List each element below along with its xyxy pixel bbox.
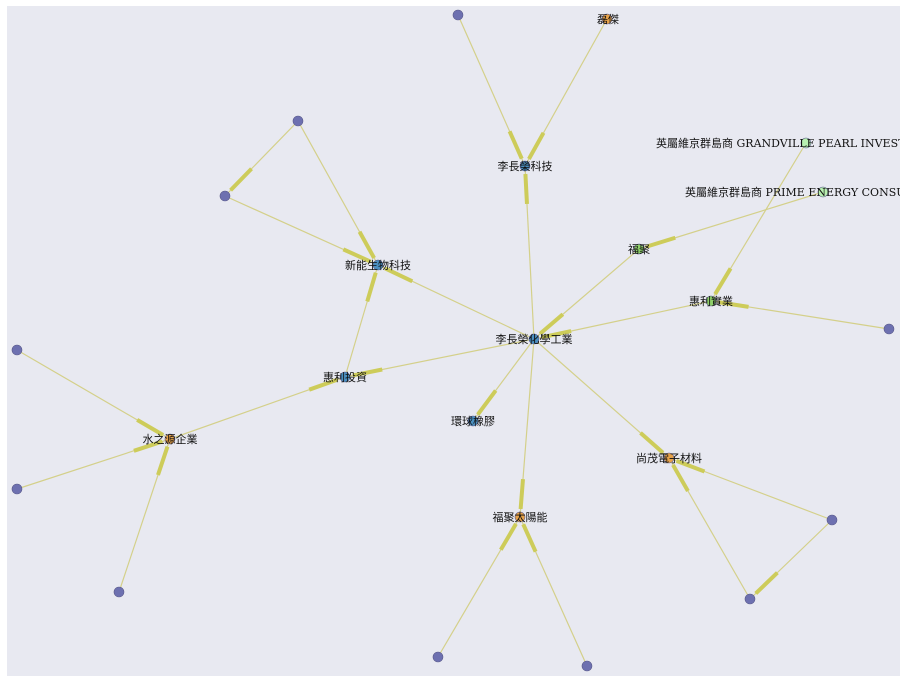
arrow-huili-center xyxy=(541,329,572,340)
node-label-huili: 惠利實業 xyxy=(689,294,733,308)
node-l1[interactable] xyxy=(452,9,464,21)
node-l6[interactable] xyxy=(113,586,125,598)
nodes-layer xyxy=(11,9,895,672)
arrow-l2-bio xyxy=(357,230,376,259)
node-label-rubber: 環球橡膠 xyxy=(451,414,495,428)
node-huili[interactable] xyxy=(705,295,717,307)
node-l8[interactable] xyxy=(432,651,444,663)
arrow-l10-elec xyxy=(675,458,706,474)
node-l9[interactable] xyxy=(581,660,593,672)
arrow-center-invest xyxy=(352,367,383,378)
node-label-fuju: 福聚 xyxy=(628,242,650,256)
node-label-solar: 福聚太陽能 xyxy=(493,510,548,524)
node-label-gran: 英屬維京群島商 GRANDVILLE PEARL INVESTMEN xyxy=(656,136,900,150)
arrow-center-bio xyxy=(384,266,414,284)
node-water[interactable] xyxy=(164,433,176,445)
arrow-l8-solar xyxy=(499,522,518,551)
arrow-gran-huili xyxy=(713,267,733,296)
arrow-center-tech xyxy=(523,173,529,205)
node-l10[interactable] xyxy=(826,514,838,526)
node-label-water: 水之源企業 xyxy=(143,432,198,446)
node-solar[interactable] xyxy=(514,511,526,523)
node-prime[interactable] xyxy=(817,186,829,198)
node-top[interactable] xyxy=(601,13,613,25)
node-bio[interactable] xyxy=(372,259,384,271)
arrow-l11-elec xyxy=(671,463,690,492)
node-label-bio: 新能生物科技 xyxy=(345,258,411,272)
edges-layer xyxy=(16,14,890,667)
node-label-center: 李長榮化學工業 xyxy=(496,332,573,346)
arrow-l4-water xyxy=(136,418,165,437)
node-rubber[interactable] xyxy=(467,415,479,427)
node-fuju[interactable] xyxy=(633,243,645,255)
node-gran[interactable] xyxy=(800,137,812,149)
node-l2[interactable] xyxy=(292,115,304,127)
node-invest[interactable] xyxy=(339,371,351,383)
arrow-top-tech xyxy=(527,131,546,160)
node-l7[interactable] xyxy=(883,323,895,335)
node-label-elec: 尚茂電子材料 xyxy=(636,451,702,465)
node-l4[interactable] xyxy=(11,344,23,356)
node-center[interactable] xyxy=(528,333,540,345)
arrow-l3-bio xyxy=(342,247,372,264)
arrow-l6-water xyxy=(156,445,170,476)
arrow-water-invest xyxy=(308,377,339,392)
arrow-l10-l11 xyxy=(754,571,779,595)
arrow-center-rubber xyxy=(476,389,498,416)
arrow-fuju-center xyxy=(538,312,565,336)
arrow-prime-fuju xyxy=(646,235,676,249)
node-tech[interactable] xyxy=(519,160,531,172)
arrow-l2-l3 xyxy=(229,167,253,192)
network-graph: 李長榮化學工業 李長榮科技新能生物科技惠利投資環球橡膠福聚太陽能 尚茂電子材料 水之源… xyxy=(7,6,900,676)
node-l11[interactable] xyxy=(744,593,756,605)
arrow-center-elec xyxy=(639,431,665,455)
arrow-invest-bio xyxy=(365,272,378,303)
node-label-invest: 惠利投資 xyxy=(323,370,367,384)
node-label-tech: 李長榮科技 xyxy=(498,159,553,173)
node-elec[interactable] xyxy=(663,452,675,464)
node-l5[interactable] xyxy=(11,483,23,495)
arrow-l7-huili xyxy=(718,300,749,309)
node-l3[interactable] xyxy=(219,190,231,202)
node-label-prime: 英屬維京群島商 PRIME ENERGY CONSULTA xyxy=(685,185,900,199)
arrow-l5-water xyxy=(133,439,164,453)
arrow-l9-solar xyxy=(521,523,538,553)
node-label-top: 磊傑 xyxy=(597,13,619,26)
arrow-l1-tech xyxy=(507,130,524,160)
arrow-center-solar xyxy=(518,478,525,510)
